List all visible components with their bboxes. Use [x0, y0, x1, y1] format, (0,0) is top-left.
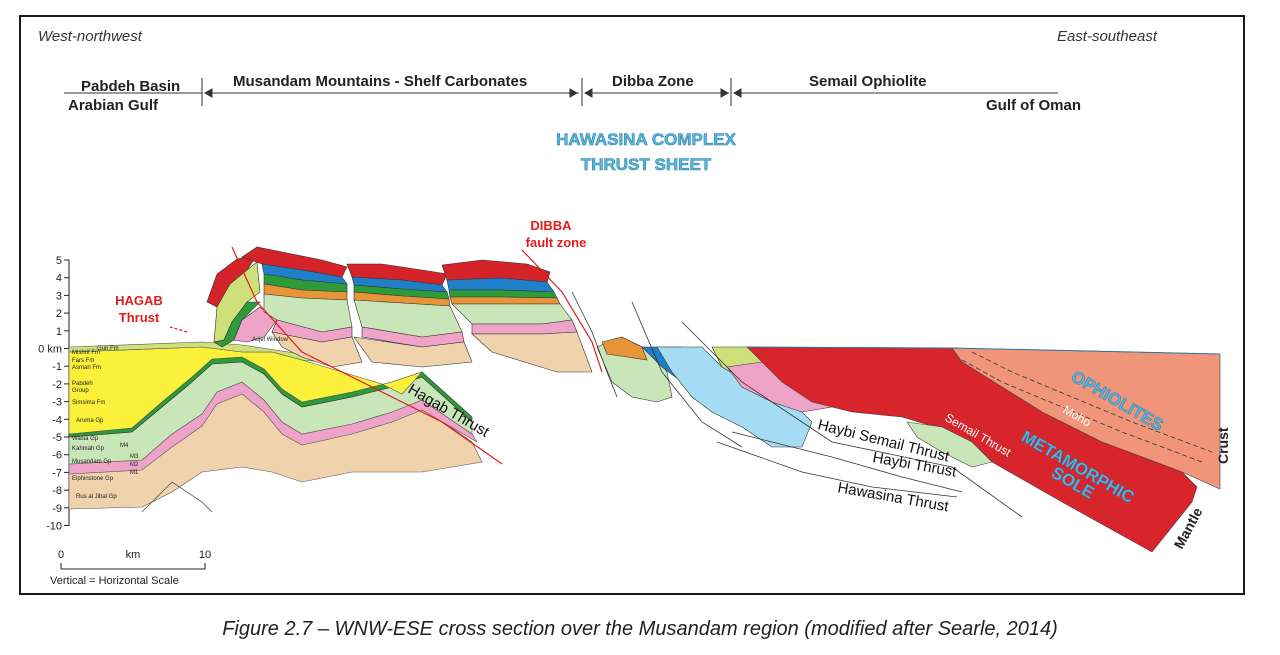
fm-wasia: Wasia Gp	[72, 436, 99, 442]
depth-tick-label: -4	[52, 414, 62, 426]
sheet2-tan	[271, 331, 363, 368]
fm-aruma: Aruma Gp	[76, 418, 104, 424]
direction-west: West-northwest	[38, 28, 143, 45]
dibba-orange	[601, 336, 648, 361]
depth-tick-label: -5	[52, 432, 62, 444]
depth-tick-label: -1	[52, 361, 62, 373]
fm-m1: M1	[130, 470, 139, 476]
scale-ten: 10	[199, 549, 211, 561]
depth-tick-label: 4	[56, 273, 62, 285]
scale-bar: 0 km 10 Vertical = Horizontal Scale	[50, 549, 211, 587]
zone-semail: Semail Ophiolite	[809, 73, 927, 90]
zone-dibba: Dibba Zone	[612, 73, 694, 90]
fault-lines	[141, 246, 1023, 518]
geology-dibba	[596, 336, 833, 448]
zone-gulf-of-oman: Gulf of Oman	[986, 97, 1081, 114]
crust-label: Crust	[1215, 427, 1231, 464]
fm-m2: M2	[130, 462, 139, 468]
dibba-label-2: fault zone	[526, 235, 587, 250]
depth-tick-label: -7	[52, 467, 62, 479]
fm-m3: M3	[130, 454, 139, 460]
depth-tick-label: 3	[56, 290, 62, 302]
hagab-arrow	[169, 326, 188, 333]
scale-zero: 0	[58, 549, 64, 561]
hawasina-label-1: HAWASINA COMPLEX	[556, 130, 736, 149]
moho-line	[961, 359, 1203, 463]
depth-tick-label: -2	[52, 379, 62, 391]
sheet3-tan	[353, 336, 473, 368]
figure-caption: Figure 2.7 – WNW-ESE cross section over …	[222, 618, 1058, 640]
depth-tick-label: -8	[52, 485, 62, 497]
depth-tick-label: 0 km	[38, 344, 62, 356]
geology-ophiolite	[746, 346, 1221, 553]
direction-east: East-southeast	[1057, 28, 1158, 45]
hawasina-label-2: THRUST SHEET	[581, 155, 712, 174]
scale-unit: km	[126, 549, 141, 561]
sheet4-tan	[471, 331, 593, 373]
fm-musandam: Musandam Gp	[72, 459, 112, 465]
fm-fars: Fars Fm	[72, 358, 94, 364]
sheet4-orange	[449, 296, 561, 305]
sea-level-line	[951, 347, 1221, 355]
figure-frame: West-northwest East-southeast Pabdeh Bas…	[19, 15, 1245, 595]
zone-header	[64, 78, 1058, 106]
depth-tick-label: -9	[52, 503, 62, 515]
sheet4-lightgreen	[451, 303, 573, 325]
zone-arabian-gulf: Arabian Gulf	[68, 97, 159, 114]
scale-note: Vertical = Horizontal Scale	[50, 575, 179, 587]
cross-section-diagram: West-northwest East-southeast Pabdeh Bas…	[38, 28, 1231, 587]
fm-pabdeh-2: Group	[72, 388, 89, 394]
fm-window: Asjel Window	[252, 337, 289, 343]
dibba-fault	[521, 249, 603, 373]
fm-guri: Guri Fm	[97, 346, 119, 352]
unit-foreland-olive	[68, 341, 343, 365]
geology-shelf	[68, 341, 483, 510]
fm-rus-al-jibal: Rus al Jibal Gp	[76, 494, 117, 500]
fm-m4: M4	[120, 443, 129, 449]
depth-tick-label: -10	[46, 521, 62, 533]
depth-tick-label: -6	[52, 450, 62, 462]
depth-tick-label: 1	[56, 326, 62, 338]
depth-axis: 5 4 3 2 1 0 km -1 -2 -3 -4 -5 -6 -7 -8 -9 -10	[38, 255, 70, 533]
hagab-label-2: Thrust	[119, 310, 160, 325]
formation-labels: Mishrif Fm Guri Fm Fars Fm Asmari Fm Pab…	[72, 337, 289, 500]
fm-kahmah: Kahmah Gp	[72, 446, 105, 452]
depth-tick-label: -3	[52, 397, 62, 409]
fm-simsima: Simsima Fm	[72, 400, 105, 406]
sheet1-green	[213, 301, 261, 348]
fm-mishrif: Mishrif Fm	[72, 350, 100, 356]
fm-asmari: Asmari Fm	[72, 365, 101, 371]
unit-semail-red	[746, 346, 1198, 553]
hagab-label-1: HAGAB	[115, 293, 163, 308]
depth-tick-label: 2	[56, 308, 62, 320]
fm-pabdeh-1: Pabdeh	[72, 381, 93, 387]
hagab-fault	[231, 246, 503, 465]
zone-musandam: Musandam Mountains - Shelf Carbonates	[233, 73, 527, 90]
dibba-label-1: DIBBA	[530, 218, 572, 233]
unit-sole-green	[906, 421, 993, 468]
zone-pabdeh-basin: Pabdeh Basin	[81, 78, 180, 95]
fm-elphinstone: Elphinstone Gp	[72, 476, 114, 482]
depth-tick-label: 5	[56, 255, 62, 267]
